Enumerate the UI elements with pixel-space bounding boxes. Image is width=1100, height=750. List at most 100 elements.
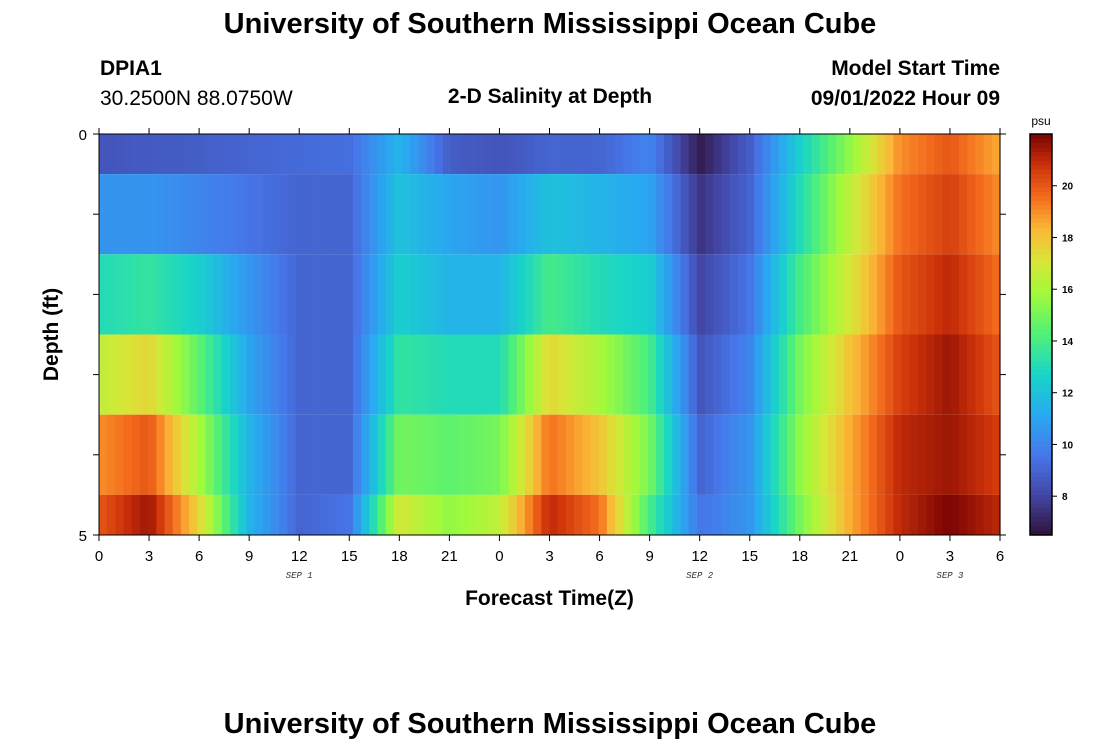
heatmap-cell <box>819 414 829 495</box>
heatmap-cell <box>991 174 1001 255</box>
heatmap-cell <box>975 414 985 495</box>
heatmap-cell <box>230 414 239 495</box>
heatmap-cell <box>672 494 682 535</box>
heatmap-cell <box>156 254 166 335</box>
colorbar-strip <box>1030 267 1052 273</box>
colorbar-strip <box>1030 325 1052 331</box>
heatmap-cell <box>737 134 747 175</box>
heatmap-cell <box>99 494 108 535</box>
y-tick-label: 5 <box>79 528 87 545</box>
heatmap-cell <box>901 494 911 535</box>
colorbar-tick-label: 16 <box>1062 285 1074 296</box>
heatmap-cell <box>647 134 657 175</box>
heatmap-cell <box>262 494 272 535</box>
colorbar-strip <box>1030 481 1052 487</box>
x-tick-label: 18 <box>391 548 408 565</box>
heatmap-cell <box>508 134 518 175</box>
heatmap-cell <box>320 414 329 495</box>
heatmap-cell <box>860 174 870 255</box>
heatmap-cell <box>459 174 469 255</box>
heatmap-cell <box>369 134 379 175</box>
heatmap-cell <box>909 254 919 335</box>
heatmap-cell <box>172 414 182 495</box>
heatmap-cell <box>197 134 207 175</box>
colorbar-strip <box>1030 401 1052 407</box>
x-tick-label: 0 <box>495 548 503 565</box>
heatmap-cell <box>942 414 952 495</box>
heatmap-cell <box>320 334 329 415</box>
heatmap-cell <box>303 254 313 335</box>
heatmap-cell <box>778 334 788 415</box>
heatmap-cell <box>967 134 977 175</box>
heatmap-cell <box>688 334 698 415</box>
heatmap-cell <box>139 174 149 255</box>
heatmap-cell <box>410 254 420 335</box>
colorbar-strip <box>1030 307 1052 313</box>
heatmap-cell <box>926 174 936 255</box>
heatmap-cell <box>901 254 911 335</box>
heatmap-cell <box>836 174 845 255</box>
heatmap-cell <box>516 494 526 535</box>
colorbar-strip <box>1030 485 1052 491</box>
date-label: SEP 2 <box>686 571 714 581</box>
heatmap-cell <box>328 334 338 415</box>
heatmap-cell <box>655 414 665 495</box>
colorbar-strip <box>1030 352 1052 358</box>
heatmap-cell <box>811 414 821 495</box>
heatmap-cell <box>574 254 583 335</box>
heatmap-cell <box>254 254 264 335</box>
heatmap-cell <box>746 174 755 255</box>
heatmap-cell <box>205 414 215 495</box>
heatmap-cell <box>688 494 698 535</box>
heatmap-cell <box>213 414 223 495</box>
heatmap-cell <box>541 414 551 495</box>
heatmap-cell <box>393 414 403 495</box>
colorbar-unit: psu <box>1031 114 1050 128</box>
heatmap-cell <box>655 174 665 255</box>
heatmap-cell <box>696 414 706 495</box>
heatmap-cell <box>148 174 157 255</box>
colorbar-strip <box>1030 387 1052 393</box>
heatmap-cell <box>483 494 493 535</box>
colorbar-strip <box>1030 494 1052 500</box>
colorbar-strip <box>1030 508 1052 514</box>
x-tick-label: 3 <box>545 548 553 565</box>
heatmap-cell <box>246 414 256 495</box>
heatmap-cell <box>533 254 542 335</box>
heatmap-cell <box>959 334 968 415</box>
heatmap-cell <box>918 414 927 495</box>
heatmap-cell <box>696 334 706 415</box>
heatmap-cell <box>205 494 215 535</box>
heatmap-cell <box>279 414 288 495</box>
heatmap-cell <box>893 254 903 335</box>
heatmap-cell <box>303 134 313 175</box>
heatmap-cell <box>574 494 583 535</box>
heatmap-cell <box>271 174 280 255</box>
heatmap-cell <box>459 134 469 175</box>
heatmap-cell <box>754 334 764 415</box>
heatmap-cell <box>410 494 420 535</box>
heatmap-cell <box>565 334 575 415</box>
heatmap-cell <box>598 494 608 535</box>
heatmap-cell <box>426 334 436 415</box>
heatmap-cell <box>909 494 919 535</box>
heatmap-cell <box>483 414 493 495</box>
heatmap-cell <box>451 174 460 255</box>
heatmap-cell <box>115 134 125 175</box>
heatmap-cell <box>672 414 682 495</box>
heatmap-cell <box>680 334 690 415</box>
heatmap-cell <box>189 174 198 255</box>
heatmap-cell <box>713 254 723 335</box>
heatmap-cell <box>827 334 837 415</box>
heatmap-cell <box>754 414 764 495</box>
heatmap-cell <box>344 494 354 535</box>
heatmap-cell <box>541 254 551 335</box>
heatmap-cell <box>680 134 690 175</box>
colorbar-strip <box>1030 178 1052 184</box>
heatmap-cell <box>705 254 714 335</box>
heatmap-cell <box>991 334 1001 415</box>
heatmap-cell <box>238 174 248 255</box>
heatmap-cell <box>606 494 616 535</box>
heatmap-cell <box>885 134 895 175</box>
heatmap-cell <box>729 254 739 335</box>
